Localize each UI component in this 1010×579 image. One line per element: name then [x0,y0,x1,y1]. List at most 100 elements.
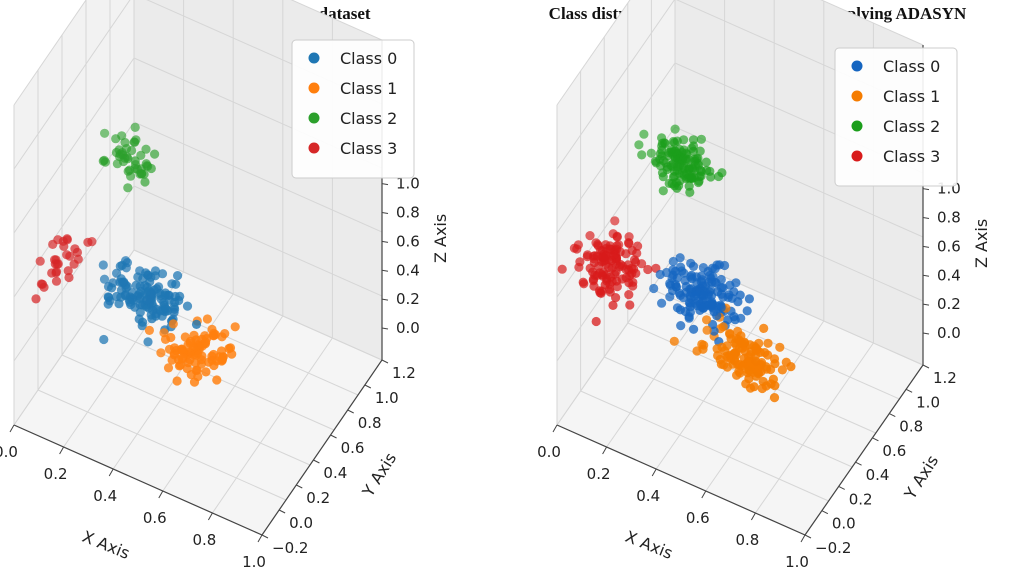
data-point [689,324,699,334]
x-axis-label: X Axis [80,527,133,563]
data-point [777,365,787,375]
x-tick [651,468,657,477]
x-axis-line [13,424,263,536]
data-point [690,291,700,301]
data-point [763,338,773,348]
data-point [676,321,686,331]
x-tick-label: 0.0 [0,443,18,461]
data-point [175,360,185,370]
grid-line [211,337,333,514]
scatter-3d-chart: 0.0 0.2 0.4 0.6 0.8 1.0 X Axis −0.2 0.0 0.2 0.4 0.6… [537,0,991,571]
data-point [164,290,174,300]
data-point [696,134,706,144]
data-point [103,299,113,309]
data-point [139,169,149,179]
data-point [757,383,767,394]
data-point [600,280,610,290]
data-point [182,301,193,311]
data-point [112,159,122,169]
z-tick [381,269,389,272]
y-axis-line [804,364,924,536]
data-point [69,259,79,269]
y-tick-label: 0.0 [832,515,856,533]
data-point [658,186,668,196]
data-point [141,288,151,298]
data-point [675,253,685,263]
data-point [761,362,771,372]
y-tick [838,485,845,490]
data-point [129,137,139,147]
data-point [709,307,719,317]
grid-line [674,126,924,238]
y-tick [905,388,913,393]
data-point [675,305,685,315]
x-tick-label: 0.2 [44,465,68,483]
data-point [112,291,122,302]
y-tick-label: 1.0 [375,389,399,407]
data-point [702,315,712,325]
data-point [668,256,678,267]
y-tick [347,409,354,414]
data-point [111,134,121,144]
grid-line [655,298,775,470]
data-point [150,149,160,159]
data-point [115,261,125,271]
data-point [582,250,593,260]
z-tick-label: 0.6 [937,237,961,255]
data-point [180,332,190,342]
data-point [696,277,706,287]
x-tick-label: 0.8 [192,531,216,549]
data-point [658,172,668,182]
y-tick [804,534,812,539]
data-point [100,128,110,138]
data-point [744,366,754,376]
legend-label: Class 2 [340,109,397,128]
x-tick-label: 0.4 [93,487,117,505]
data-point [189,377,200,387]
x-tick [701,490,707,499]
data-point [608,300,618,310]
z-tick [922,274,930,277]
data-point [36,279,47,289]
data-point [99,274,110,284]
data-point [705,270,715,281]
data-point [758,376,768,387]
data-point [688,261,699,271]
x-tick-label: 0.6 [143,509,167,527]
grid-line [290,0,383,41]
x-tick [602,446,608,455]
y-axis-label: Y Axis [900,452,942,504]
y-tick-label: 0.6 [341,439,365,457]
x-tick [207,512,213,521]
data-point [127,145,137,156]
y-tick [922,364,930,369]
y-tick [821,510,829,515]
right-chart-panel: Class distribution of new dataset after … [505,0,1010,579]
data-point [624,290,634,300]
data-point [107,283,117,293]
z-axis-label: Z Axis [972,219,991,268]
data-point [714,260,725,270]
data-point [725,280,735,290]
data-point [103,292,113,302]
data-point [726,334,736,344]
data-point [617,261,628,271]
data-point [157,269,168,279]
data-point [688,135,699,145]
data-point [706,172,716,182]
x-tick [800,534,806,543]
x-tick [108,468,114,477]
legend-marker [851,150,863,162]
data-point [172,376,182,386]
data-point [585,231,595,241]
data-point [665,292,675,302]
data-point [669,138,680,148]
z-tick-label: 1.0 [396,175,420,193]
data-point [220,329,230,339]
data-point [572,244,582,254]
grid-line [580,390,829,502]
grid-line [603,356,853,468]
x-tick-label: 1.0 [785,553,809,571]
data-point [50,259,60,269]
data-point [144,325,154,335]
